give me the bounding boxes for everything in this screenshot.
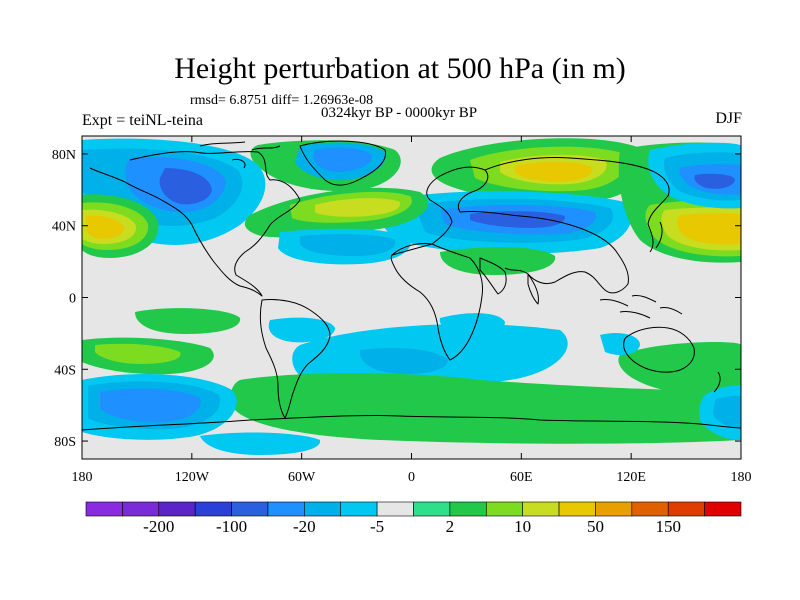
colorbar-swatch xyxy=(704,501,742,517)
map-axes: 80N 40N 0 40S 80S 180 120W 60W 0 60E 120E 180 xyxy=(52,136,752,485)
lon-tick-label: 60W xyxy=(288,470,316,485)
coastlines xyxy=(82,140,741,431)
colorbar-label: 50 xyxy=(586,517,604,536)
anomaly-tasman-negative xyxy=(699,385,741,440)
colorbar-label: 2 xyxy=(445,517,455,536)
stats-subtitle: rmsd= 6.8751 diff= 1.26963e-08 xyxy=(190,93,374,108)
colorbar-swatch xyxy=(595,501,633,517)
colorbar-swatch xyxy=(522,501,560,517)
colorbar xyxy=(85,501,742,517)
anomaly-africa-positive xyxy=(440,247,556,275)
anomaly-siberia-positive xyxy=(431,138,646,202)
colorbar-swatch xyxy=(485,501,523,517)
anomaly-westpacific-left-positive xyxy=(82,194,159,258)
anomaly-atlantic-negative xyxy=(278,228,411,265)
colorbar-swatch xyxy=(340,501,378,517)
anomaly-eurasia-negative xyxy=(380,191,632,254)
period-subtitle: 0324kyr BP - 0000kyr BP xyxy=(321,105,478,121)
colorbar-swatch xyxy=(558,501,596,517)
colorbar-label: -200 xyxy=(143,517,175,536)
lon-tick-label: 180 xyxy=(72,470,93,485)
colorbar-swatch xyxy=(158,501,196,517)
anomaly-southindian-negative xyxy=(292,313,568,389)
chart-title: Height perturbation at 500 hPa (in m) xyxy=(174,52,626,85)
colorbar-swatch xyxy=(376,501,414,517)
colorbar-label: 10 xyxy=(514,517,532,536)
lon-tick-label: 60E xyxy=(510,470,533,485)
lat-tick-label: 40N xyxy=(52,220,76,235)
colorbar-label: -100 xyxy=(215,517,248,536)
colorbar-label: -5 xyxy=(370,517,385,536)
anomaly-northpacific-negative xyxy=(648,142,741,209)
colorbar-swatch xyxy=(413,501,451,517)
colorbar-swatch xyxy=(667,501,705,517)
lat-tick-label: 40S xyxy=(54,363,76,378)
colorbar-label: -20 xyxy=(292,517,316,536)
lat-tick-label: 0 xyxy=(69,292,76,307)
anomaly-southpacific-positive xyxy=(135,308,335,343)
lon-tick-label: 120W xyxy=(175,470,210,485)
lon-tick-label: 180 xyxy=(731,470,752,485)
colorbar-swatch xyxy=(267,501,305,517)
colorbar-swatch xyxy=(122,501,160,517)
colorbar-swatch xyxy=(449,501,487,517)
contour-field xyxy=(82,138,741,455)
colorbar-swatch xyxy=(85,501,123,517)
anomaly-australia-positive xyxy=(600,333,741,396)
colorbar-swatch xyxy=(631,501,669,517)
lat-tick-label: 80N xyxy=(52,148,76,163)
anomaly-atlantic-positive xyxy=(244,187,428,238)
lon-tick-label: 120E xyxy=(616,470,646,485)
experiment-label: Expt = teiNL-teina xyxy=(82,112,203,129)
season-label: DJF xyxy=(715,110,742,127)
lon-tick-label: 0 xyxy=(408,470,415,485)
lat-tick-label: 80S xyxy=(54,435,76,450)
colorbar-swatch xyxy=(231,501,269,517)
anomaly-southern-positive xyxy=(82,337,741,444)
colorbar-label: 150 xyxy=(655,517,681,536)
colorbar-swatch xyxy=(304,501,342,517)
colorbar-swatch xyxy=(194,501,232,517)
anomaly-greenland-negative xyxy=(250,140,401,192)
